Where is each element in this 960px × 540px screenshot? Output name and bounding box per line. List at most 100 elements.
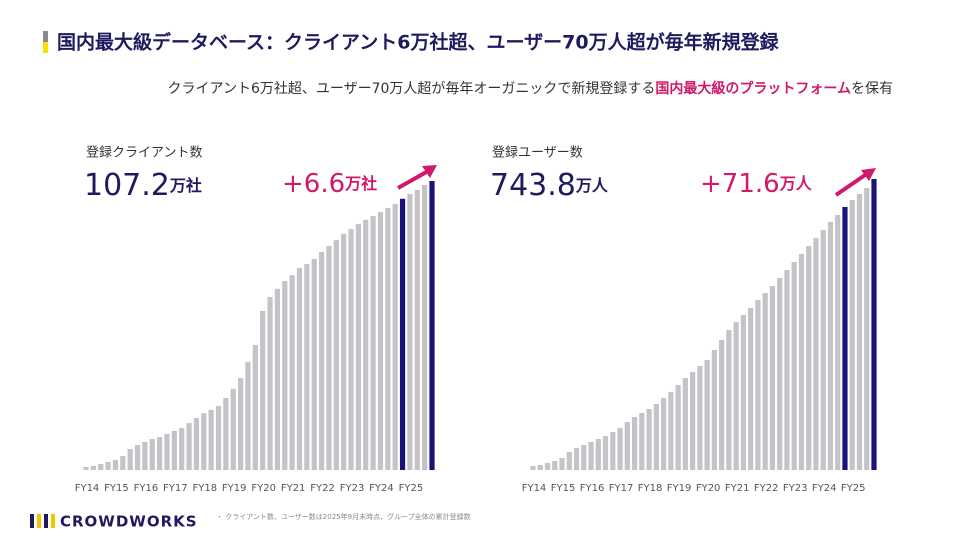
bar [740, 314, 747, 470]
bar [864, 187, 870, 470]
bar [370, 216, 376, 470]
bar [784, 270, 790, 470]
bar [646, 409, 652, 470]
bar [341, 233, 347, 470]
footnote: ・ クライアント数、ユーザー数は2025年9月末時点、グループ全体の累計登録数 [216, 512, 471, 521]
x-tick-label: FY22 [754, 483, 779, 494]
x-tick-label: FY22 [310, 483, 335, 494]
x-tick-label: FY19 [667, 483, 692, 494]
bar [755, 300, 761, 470]
x-tick-label: FY15 [104, 483, 129, 494]
increase-number: +6.6 [282, 169, 345, 199]
bar [112, 460, 119, 470]
bar [422, 185, 428, 471]
x-tick-label: FY15 [551, 483, 576, 494]
arrow-head [861, 168, 876, 181]
bar [798, 253, 805, 470]
bar [171, 430, 177, 470]
bar [223, 398, 229, 470]
x-tick-label: FY21 [725, 483, 750, 494]
x-tick-label: FY19 [222, 483, 247, 494]
bar [777, 277, 783, 470]
bar [326, 245, 332, 470]
bar [260, 310, 266, 470]
bar [333, 240, 339, 470]
bar [806, 245, 812, 470]
bar [573, 448, 580, 470]
bar [552, 461, 558, 470]
bar [105, 461, 111, 470]
x-tick-label: FY17 [609, 483, 634, 494]
increase-unit: 万社 [344, 174, 377, 193]
x-tick-label: FY20 [696, 483, 721, 494]
bar [849, 200, 855, 470]
bar [134, 444, 141, 470]
bar [581, 445, 587, 470]
bar [274, 288, 281, 470]
title: 国内最大級データベース：クライアント6万社超、ユーザー70万人超が毎年新規登録 [57, 31, 780, 54]
bar [639, 412, 645, 470]
bar [791, 262, 797, 470]
bar [690, 371, 696, 470]
bar [711, 350, 717, 470]
subtitle-highlight: 国内最大級のプラットフォーム [655, 80, 851, 97]
total-value: 107.2万社 [84, 168, 202, 203]
chart-title: 登録クライアント数 [86, 146, 202, 161]
total-unit: 万人 [575, 176, 609, 195]
title-marker [43, 42, 48, 53]
total-number: 743.8 [490, 168, 576, 203]
total-number: 107.2 [84, 168, 170, 203]
bar [267, 296, 273, 470]
bar [566, 452, 572, 470]
x-tick-label: FY23 [783, 483, 808, 494]
bar [98, 464, 104, 470]
bar [595, 439, 601, 470]
bar [726, 330, 732, 470]
bar [392, 203, 398, 471]
bar [762, 293, 768, 470]
bar [149, 438, 155, 470]
bar [164, 433, 170, 470]
bar [624, 421, 630, 470]
bar [559, 457, 565, 470]
bar [208, 409, 214, 470]
increase-unit: 万人 [779, 174, 813, 193]
bar [871, 179, 877, 470]
bar [127, 448, 133, 470]
bar [617, 427, 623, 470]
bar [237, 378, 244, 470]
bar [377, 212, 384, 470]
increase: +71.6万人 [700, 169, 813, 199]
logo-icon [30, 514, 55, 528]
x-tick-label: FY24 [812, 483, 837, 494]
bar [282, 281, 288, 470]
subtitle-text: クライアント6万社超、ユーザー70万人超が毎年オーガニックで新規登録する [168, 81, 656, 97]
bar [842, 207, 848, 470]
x-tick-label: FY14 [522, 483, 547, 494]
x-tick-label: FY25 [399, 483, 424, 494]
bar [407, 193, 413, 470]
bar [537, 464, 543, 470]
bar [835, 214, 841, 470]
total-value: 743.8万人 [490, 168, 609, 203]
bar [142, 441, 148, 470]
subtitle: クライアント6万社超、ユーザー70万人超が毎年オーガニックで新規登録する国内最大… [168, 80, 893, 97]
bar [813, 237, 819, 470]
bar [157, 437, 163, 470]
chart-title: 登録ユーザー数 [492, 146, 583, 161]
bar [697, 366, 703, 470]
x-tick-label: FY24 [369, 483, 394, 494]
bar [385, 207, 391, 470]
bar [719, 339, 725, 470]
bar [668, 391, 674, 470]
x-tick-label: FY21 [281, 483, 306, 494]
subtitle-text: を保有 [851, 81, 893, 97]
bar [653, 403, 659, 470]
bar [631, 416, 638, 470]
bar [304, 264, 310, 470]
bar [856, 193, 863, 471]
bar [530, 466, 536, 470]
bar [83, 467, 89, 470]
